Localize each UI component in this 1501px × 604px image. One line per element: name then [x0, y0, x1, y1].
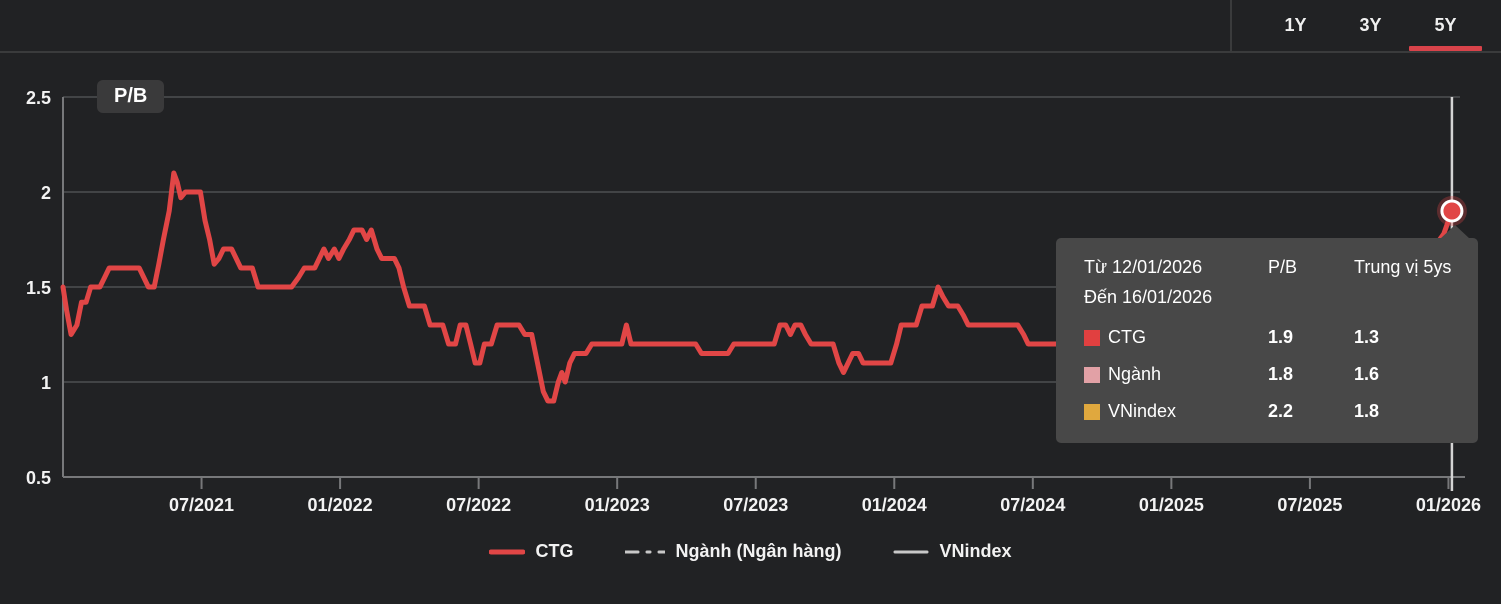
- tooltip-nganh-median: 1.6: [1354, 364, 1380, 384]
- tooltip-vnindex-name: VNindex: [1108, 401, 1177, 421]
- tooltip-to-date: Đến 16/01/2026: [1084, 287, 1213, 307]
- tooltip-from-date: Từ 12/01/2026: [1084, 257, 1203, 277]
- legend-item-vnindex[interactable]: VNindex: [893, 541, 1012, 562]
- tooltip-ctg-pb: 1.9: [1268, 327, 1294, 347]
- svg-text:2: 2: [41, 183, 51, 203]
- svg-text:01/2025: 01/2025: [1139, 495, 1204, 515]
- svg-text:01/2023: 01/2023: [585, 495, 650, 515]
- tooltip-row-nganh: Ngành 1.8 1.6: [1084, 356, 1478, 393]
- tooltip-nganh-pb: 1.8: [1268, 364, 1294, 384]
- tooltip-header-row: Từ 12/01/2026 P/B Trung vị 5ys: [1084, 252, 1478, 282]
- tooltip-rows: CTG 1.9 1.3 Ngành 1.8 1.6 VNindex 2.2: [1084, 319, 1478, 430]
- tab-1y[interactable]: 1Y: [1284, 15, 1307, 35]
- svg-text:1.5: 1.5: [26, 278, 51, 298]
- tooltip-nganh-name: Ngành: [1108, 364, 1162, 384]
- ctg-line-swatch: [489, 549, 526, 554]
- svg-text:01/2026: 01/2026: [1416, 495, 1481, 515]
- tooltip-ctg-name: CTG: [1108, 327, 1146, 347]
- tooltip-ctg-median: 1.3: [1354, 327, 1380, 347]
- chart-legend: CTG Ngành (Ngân hàng) VNindex: [0, 541, 1501, 562]
- ctg-series-line: [60, 170, 1455, 404]
- svg-text:07/2024: 07/2024: [1000, 495, 1065, 515]
- tooltip-col-median: Trung vị 5ys: [1354, 256, 1452, 277]
- tooltip-vnindex-median: 1.8: [1354, 401, 1380, 421]
- metric-badge: P/B: [97, 80, 165, 113]
- marker-dot: [1440, 199, 1464, 223]
- ctg-swatch-square: [1084, 329, 1100, 346]
- svg-text:2.5: 2.5: [26, 88, 51, 108]
- legend-label-vnindex: VNindex: [939, 541, 1012, 561]
- svg-text:07/2023: 07/2023: [723, 495, 788, 515]
- chart-tooltip: Từ 12/01/2026 P/B Trung vị 5ys Đến 16/01…: [1056, 225, 1478, 443]
- legend-label-ctg: CTG: [535, 541, 574, 561]
- period-tabs: 1Y 3Y 5Y: [1230, 0, 1483, 51]
- svg-text:1: 1: [41, 373, 51, 393]
- legend-item-nganh[interactable]: Ngành (Ngân hàng): [625, 541, 841, 562]
- legend-item-ctg[interactable]: CTG: [489, 541, 573, 562]
- vnindex-line-swatch: [893, 550, 929, 553]
- vnindex-swatch-square: [1084, 403, 1100, 420]
- svg-text:01/2024: 01/2024: [862, 495, 927, 515]
- legend-label-nganh: Ngành (Ngân hàng): [675, 541, 842, 561]
- nganh-swatch-square: [1084, 366, 1100, 383]
- svg-text:01/2022: 01/2022: [308, 495, 373, 515]
- tooltip-col-pb: P/B: [1268, 256, 1298, 277]
- svg-text:0.5: 0.5: [26, 468, 51, 488]
- tab-3y[interactable]: 3Y: [1359, 15, 1382, 35]
- nganh-dashdot-swatch: [625, 550, 666, 553]
- topbar: 1Y 3Y 5Y: [0, 0, 1501, 53]
- svg-text:07/2022: 07/2022: [446, 495, 511, 515]
- svg-text:07/2021: 07/2021: [169, 495, 234, 515]
- svg-text:07/2025: 07/2025: [1277, 495, 1342, 515]
- tab-5y[interactable]: 5Y: [1408, 0, 1483, 51]
- tooltip-vnindex-pb: 2.2: [1268, 401, 1294, 421]
- tooltip-row-ctg: CTG 1.9 1.3: [1084, 319, 1478, 356]
- tooltip-row-vnindex: VNindex 2.2 1.8: [1084, 393, 1478, 430]
